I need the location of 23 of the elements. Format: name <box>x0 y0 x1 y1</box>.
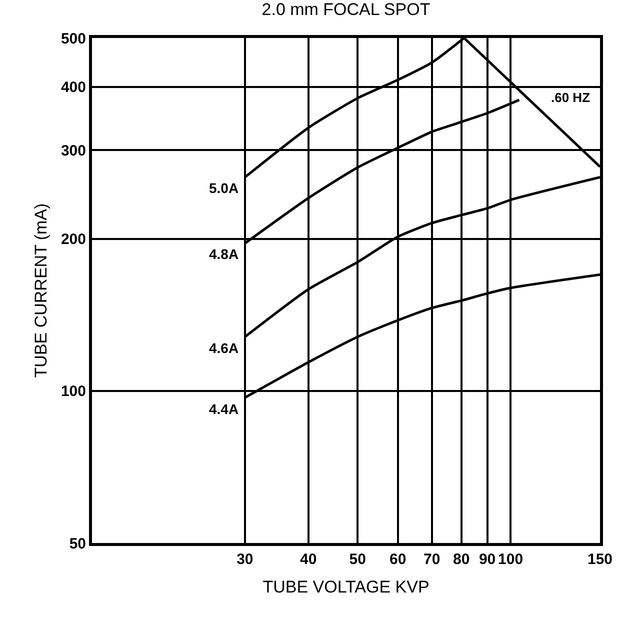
chart-title: 2.0 mm FOCAL SPOT <box>262 0 430 20</box>
x-tick-label: 70 <box>424 551 440 568</box>
x-tick-label: 50 <box>349 551 366 568</box>
series-label: 4.8A <box>209 246 239 262</box>
x-axis-title: TUBE VOLTAGE KVP <box>262 577 430 596</box>
y-tick-label: 500 <box>60 30 86 48</box>
x-tick-label: 100 <box>498 551 524 568</box>
series-label: 4.6A <box>209 340 239 356</box>
y-tick-label: 100 <box>60 383 86 400</box>
series-label: 5.0A <box>209 180 239 196</box>
x-tick-label: 40 <box>300 551 317 568</box>
x-tick-label: 150 <box>587 551 613 568</box>
series-label: .60 HZ <box>551 90 590 105</box>
series-label: 4.4A <box>209 401 239 417</box>
y-tick-label: 200 <box>60 231 86 248</box>
y-tick-label: 50 <box>69 535 86 552</box>
y-axis-title: TUBE CURRENT (mA) <box>32 203 51 378</box>
y-tick-label: 300 <box>60 142 86 160</box>
x-tick-label: 80 <box>452 551 470 568</box>
x-tick-label: 30 <box>236 551 254 568</box>
x-tick-label: 90 <box>478 551 496 568</box>
x-tick-label: 60 <box>390 551 406 568</box>
y-tick-label: 400 <box>60 79 86 96</box>
